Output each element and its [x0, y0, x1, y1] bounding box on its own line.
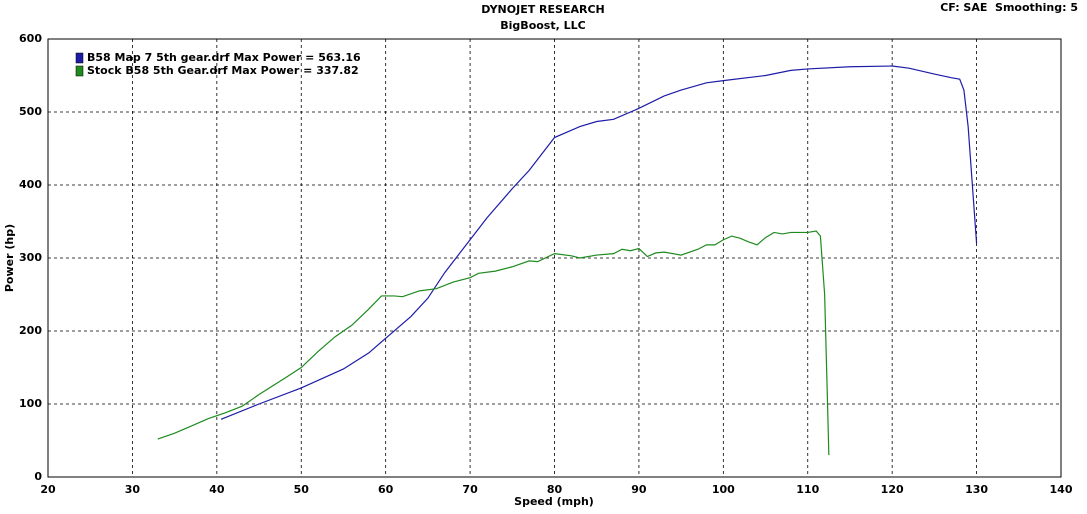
chart-title: DYNOJET RESEARCH [481, 3, 604, 16]
x-tick-label: 20 [40, 483, 56, 496]
x-tick-label: 130 [965, 483, 988, 496]
chart-subtitle: BigBoost, LLC [500, 19, 585, 32]
y-tick-label: 200 [19, 324, 42, 337]
x-tick-label: 90 [631, 483, 647, 496]
y-tick-label: 0 [34, 470, 42, 483]
legend-label: Stock B58 5th Gear.drf Max Power = 337.8… [87, 64, 359, 77]
x-tick-label: 40 [209, 483, 225, 496]
y-tick-label: 600 [19, 32, 42, 45]
x-tick-label: 140 [1050, 483, 1073, 496]
data-line [220, 65, 978, 420]
y-tick-label: 100 [19, 397, 42, 410]
x-tick-label: 110 [796, 483, 819, 496]
x-tick-label: 70 [462, 483, 478, 496]
x-tick-label: 50 [294, 483, 310, 496]
x-tick-label: 80 [547, 483, 563, 496]
x-tick-label: 60 [378, 483, 394, 496]
legend-swatch [75, 65, 84, 77]
x-tick-label: 30 [125, 483, 141, 496]
y-tick-label: 300 [19, 251, 42, 264]
corner-note: CF: SAE Smoothing: 5 [940, 1, 1078, 14]
legend-label: B58 Map 7 5th gear.drf Max Power = 563.1… [87, 51, 361, 64]
x-tick-label: 100 [712, 483, 735, 496]
legend-swatch [75, 52, 84, 64]
y-tick-label: 400 [19, 178, 42, 191]
y-axis-label: Power (hp) [3, 224, 16, 292]
y-tick-label: 500 [19, 105, 42, 118]
data-line [157, 230, 830, 456]
x-tick-label: 120 [881, 483, 904, 496]
x-axis-label: Speed (mph) [514, 495, 594, 508]
